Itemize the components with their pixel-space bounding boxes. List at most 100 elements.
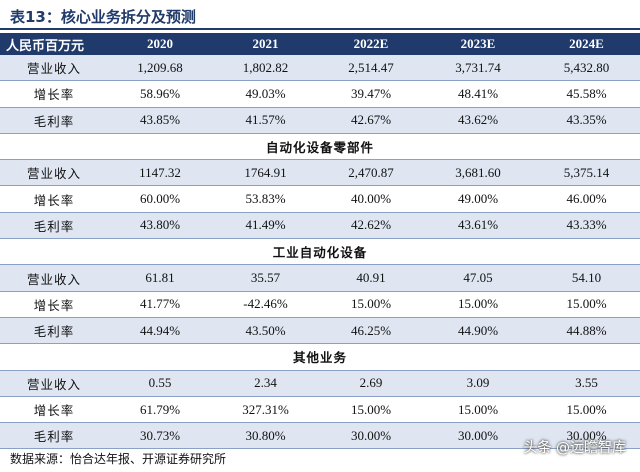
table-cell: 30.00%: [319, 422, 423, 450]
row-label: 营业收入: [0, 370, 108, 397]
table-cell: 2,514.47: [319, 55, 423, 82]
table-cell: 53.83%: [212, 185, 319, 213]
table-row: 毛利率 44.94% 43.50% 46.25% 44.90% 44.88%: [0, 317, 640, 345]
table-cell: 54.10: [533, 264, 640, 292]
header-cell-2024e: 2024E: [533, 33, 640, 55]
table-row: 营业收入 1147.32 1764.91 2,470.87 3,681.60 5…: [0, 159, 640, 187]
section-title: 其他业务: [0, 343, 640, 371]
source-note: 数据来源：怡合达年报、开源证券研究所: [10, 452, 227, 466]
table-row: 毛利率 43.85% 41.57% 42.67% 43.62% 43.35%: [0, 107, 640, 134]
table-cell: 15.00%: [319, 291, 423, 318]
table-cell: 41.49%: [212, 212, 319, 240]
table-cell: 15.00%: [533, 396, 640, 424]
table-cell: 41.77%: [108, 291, 212, 318]
row-label: 增长率: [0, 291, 108, 318]
table-cell: 327.31%: [212, 396, 319, 424]
table-cell: 15.00%: [423, 396, 533, 424]
row-label: 营业收入: [0, 159, 108, 187]
table-cell: 42.67%: [319, 107, 423, 134]
row-label: 增长率: [0, 185, 108, 213]
row-label: 毛利率: [0, 422, 108, 450]
table-cell: 2.69: [319, 370, 423, 397]
row-label: 营业收入: [0, 264, 108, 292]
table-row: 营业收入 1,209.68 1,802.82 2,514.47 3,731.74…: [0, 55, 640, 82]
table-cell: 5,432.80: [533, 55, 640, 82]
table-cell: 46.00%: [533, 185, 640, 213]
header-cell-2021: 2021: [212, 33, 319, 55]
table-cell: 3,681.60: [423, 159, 533, 187]
section-row: 自动化设备零部件: [0, 133, 640, 161]
table-cell: 39.47%: [319, 80, 423, 108]
table-cell: 60.00%: [108, 185, 212, 213]
table-cell: 43.85%: [108, 107, 212, 134]
table-cell: 1147.32: [108, 159, 212, 187]
row-label: 毛利率: [0, 212, 108, 240]
table-cell: 40.00%: [319, 185, 423, 213]
table-cell: 49.00%: [423, 185, 533, 213]
row-label: 毛利率: [0, 317, 108, 345]
table-cell: 41.57%: [212, 107, 319, 134]
table-cell: 40.91: [319, 264, 423, 292]
header-cell-unit: 人民币百万元: [0, 33, 108, 55]
row-label: 增长率: [0, 80, 108, 108]
table-cell: 35.57: [212, 264, 319, 292]
table-row: 营业收入 61.81 35.57 40.91 47.05 54.10: [0, 264, 640, 292]
table-cell: 42.62%: [319, 212, 423, 240]
table-cell: 46.25%: [319, 317, 423, 345]
table-cell: 44.90%: [423, 317, 533, 345]
table-cell: 1,209.68: [108, 55, 212, 82]
forecast-table: 人民币百万元 2020 2021 2022E 2023E 2024E 营业收入 …: [0, 33, 640, 450]
header-row: 人民币百万元 2020 2021 2022E 2023E 2024E: [0, 33, 640, 55]
row-label: 增长率: [0, 396, 108, 424]
table-cell: 30.00%: [423, 422, 533, 450]
table-row: 增长率 61.79% 327.31% 15.00% 15.00% 15.00%: [0, 396, 640, 424]
table-cell: 44.94%: [108, 317, 212, 345]
table-row: 毛利率 30.73% 30.80% 30.00% 30.00% 30.00%: [0, 422, 640, 450]
table-cell: 43.62%: [423, 107, 533, 134]
table-cell: 15.00%: [533, 291, 640, 318]
table-cell: 2.34: [212, 370, 319, 397]
section-row: 工业自动化设备: [0, 238, 640, 266]
table-cell: 43.80%: [108, 212, 212, 240]
table-cell: -42.46%: [212, 291, 319, 318]
table-cell: 58.96%: [108, 80, 212, 108]
table-row: 毛利率 43.80% 41.49% 42.62% 43.61% 43.33%: [0, 212, 640, 240]
table-row: 增长率 60.00% 53.83% 40.00% 49.00% 46.00%: [0, 185, 640, 213]
title-divider: [0, 28, 640, 30]
header-cell-2022e: 2022E: [319, 33, 423, 55]
table-cell: 2,470.87: [319, 159, 423, 187]
table-cell: 45.58%: [533, 80, 640, 108]
table-cell: 61.81: [108, 264, 212, 292]
table-row: 营业收入 0.55 2.34 2.69 3.09 3.55: [0, 370, 640, 397]
table-cell: 43.61%: [423, 212, 533, 240]
section-title: 自动化设备零部件: [0, 133, 640, 161]
header-cell-2023e: 2023E: [423, 33, 533, 55]
header-cell-2020: 2020: [108, 33, 212, 55]
table-cell: 43.33%: [533, 212, 640, 240]
table-cell: 47.05: [423, 264, 533, 292]
section-title: 工业自动化设备: [0, 238, 640, 266]
table-cell: 0.55: [108, 370, 212, 397]
row-label: 营业收入: [0, 55, 108, 82]
table-cell: 15.00%: [423, 291, 533, 318]
table-cell: 3.55: [533, 370, 640, 397]
table-cell: 44.88%: [533, 317, 640, 345]
table-cell: 5,375.14: [533, 159, 640, 187]
table-cell: 1,802.82: [212, 55, 319, 82]
table-title: 表13：核心业务拆分及预测: [10, 8, 196, 26]
table-cell: 61.79%: [108, 396, 212, 424]
table-row: 增长率 58.96% 49.03% 39.47% 48.41% 45.58%: [0, 80, 640, 108]
section-row: 其他业务: [0, 343, 640, 371]
table-cell: 49.03%: [212, 80, 319, 108]
watermark: 头条 @远瞻智库: [523, 440, 626, 456]
table-cell: 43.50%: [212, 317, 319, 345]
table-cell: 1764.91: [212, 159, 319, 187]
table-cell: 3,731.74: [423, 55, 533, 82]
table-cell: 43.35%: [533, 107, 640, 134]
table-cell: 3.09: [423, 370, 533, 397]
table-row: 增长率 41.77% -42.46% 15.00% 15.00% 15.00%: [0, 291, 640, 318]
row-label: 毛利率: [0, 107, 108, 134]
table-cell: 30.73%: [108, 422, 212, 450]
table-cell: 48.41%: [423, 80, 533, 108]
table-cell: 30.80%: [212, 422, 319, 450]
